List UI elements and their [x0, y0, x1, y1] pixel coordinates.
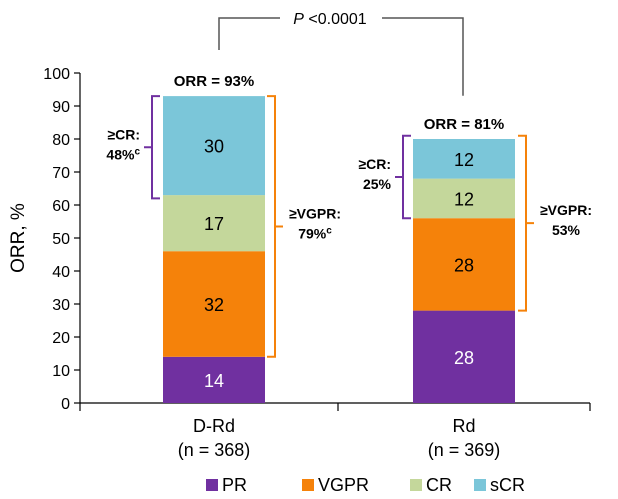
x-tick-sublabel: (n = 368) [178, 440, 251, 460]
data-label: 17 [204, 214, 224, 234]
legend-label-pr: PR [222, 475, 247, 495]
vgpr-annotation-line1: ≥VGPR: [540, 202, 592, 218]
data-label: 28 [454, 255, 474, 275]
x-tick-label: D-Rd [193, 416, 235, 436]
x-tick-label: Rd [452, 416, 475, 436]
cr-bracket [395, 134, 411, 220]
data-label: 12 [454, 189, 474, 209]
pvalue-bracket-left [218, 17, 280, 50]
vgpr-bracket [267, 95, 283, 358]
orr-label: ORR = 93% [174, 73, 254, 90]
y-tick-label: 100 [43, 66, 70, 83]
y-tick-label: 10 [52, 363, 70, 380]
bar-segment-scr [163, 96, 265, 196]
cr-annotation-line2: 48%c [106, 146, 140, 163]
y-tick-label: 60 [52, 198, 70, 215]
y-tick-label: 80 [52, 132, 70, 149]
y-tick-label: 70 [52, 165, 70, 182]
legend-label-vgpr: VGPR [318, 475, 369, 495]
pvalue-bracket-right [382, 17, 464, 96]
legend-swatch-cr [410, 479, 422, 491]
bar-segment-pr [413, 310, 515, 403]
y-tick-label: 0 [61, 396, 70, 413]
legend-swatch-vgpr [302, 479, 314, 491]
y-tick-label: 20 [52, 330, 70, 347]
bar-segment-vgpr [163, 251, 265, 357]
bar-segment-cr [163, 195, 265, 252]
vgpr-annotation-line2: 79%c [298, 225, 332, 242]
data-label: 28 [454, 348, 474, 368]
data-label: 14 [204, 371, 224, 391]
cr-annotation-line1: ≥CR: [107, 126, 140, 142]
annotations-group: P <0.0001 ≥CR: 48%c ≥CR: 25% ≥VGPR: 79%c ≥VGPR:… [106, 11, 592, 358]
bars-group: 14 32 17 30 ORR = 93% D-Rd (n = 368) 28 28 12 12 OR… [163, 73, 515, 460]
cr-bracket [144, 95, 160, 200]
y-axis-label: ORR, % [8, 203, 29, 273]
pvalue-label: P <0.0001 [293, 11, 367, 28]
y-tick-label: 30 [52, 297, 70, 314]
vgpr-annotation-line2: 53% [552, 222, 581, 238]
legend-swatch-scr [474, 479, 486, 491]
y-tick-label: 90 [52, 99, 70, 116]
data-label: 30 [204, 137, 224, 157]
legend-label-cr: CR [426, 475, 452, 495]
legend-label-scr: sCR [490, 475, 525, 495]
orr-label: ORR = 81% [424, 116, 504, 133]
data-label: 12 [454, 150, 474, 170]
legend-swatch-pr [206, 479, 218, 491]
bar-segment-vgpr [413, 218, 515, 311]
bar-segment-pr [163, 356, 265, 403]
y-tick-label: 40 [52, 264, 70, 281]
x-tick-sublabel: (n = 369) [428, 440, 501, 460]
vgpr-annotation-line1: ≥VGPR: [289, 205, 341, 221]
y-tick-label: 50 [52, 231, 70, 248]
vgpr-bracket [518, 134, 534, 312]
bar-segment-scr [413, 139, 515, 179]
data-label: 32 [204, 295, 224, 315]
bar-segment-cr [413, 178, 515, 219]
legend-group: PR VGPR CR sCR [206, 475, 525, 495]
axes-group: 0 10 20 30 40 50 60 70 80 90 100 ORR, % [8, 66, 591, 413]
cr-annotation-line2: 25% [363, 176, 392, 192]
cr-annotation-line1: ≥CR: [358, 156, 391, 172]
